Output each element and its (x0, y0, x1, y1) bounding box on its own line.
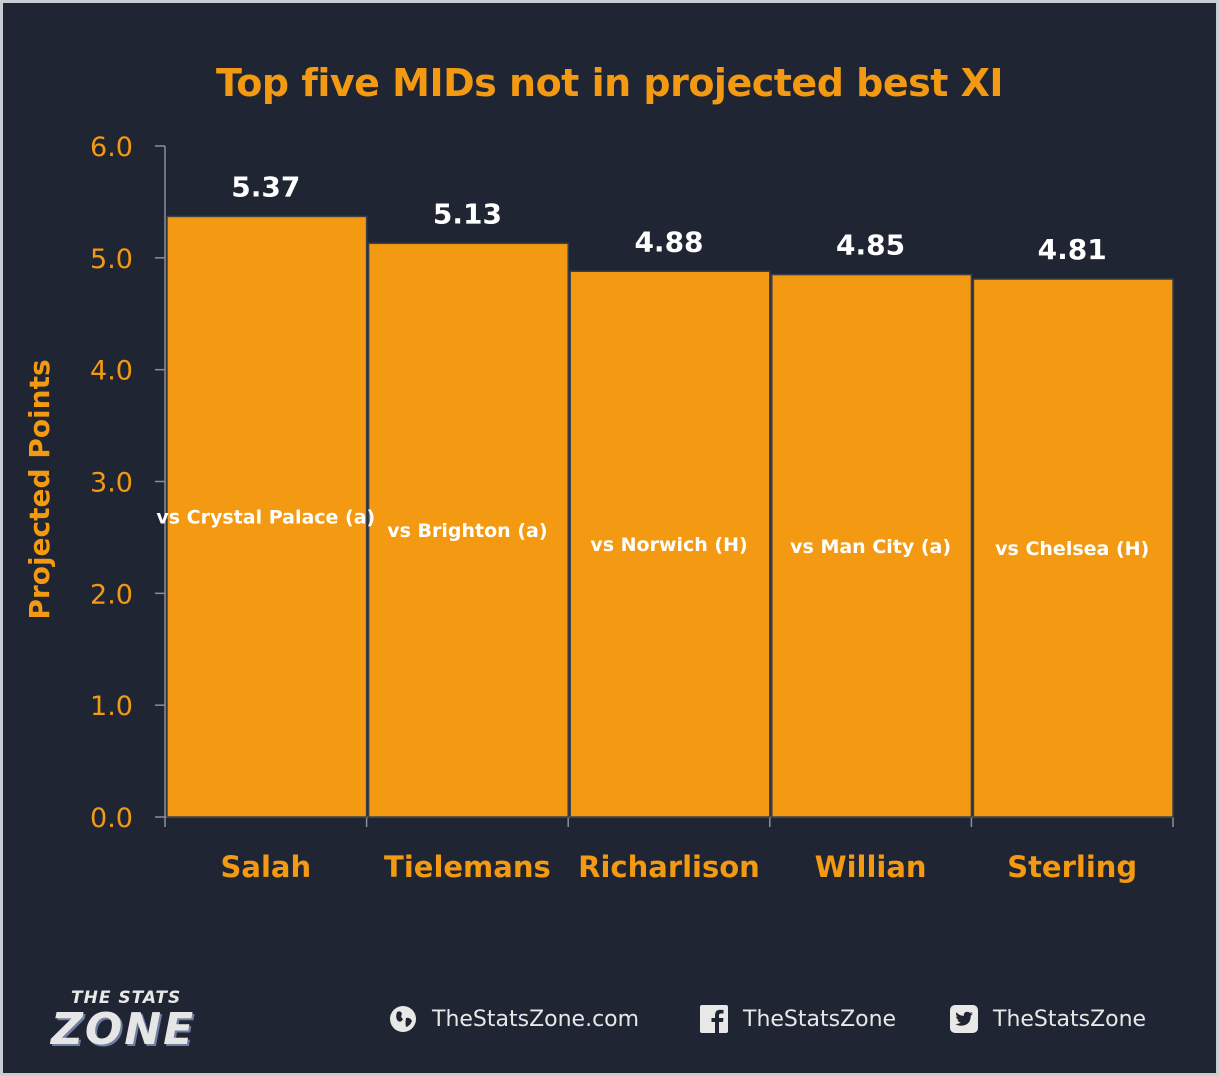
facebook-link[interactable]: TheStatsZone (699, 1002, 896, 1036)
y-tick-label: 5.0 (90, 244, 133, 275)
bar-willian (771, 273, 973, 818)
bar-salah (166, 215, 368, 818)
value-label: 4.85 (836, 229, 905, 262)
bar-note-label: vs Crystal Palace (a) (156, 507, 375, 529)
y-tick-label: 3.0 (90, 468, 133, 499)
category-label: Willian (815, 850, 927, 884)
twitter-link[interactable]: TheStatsZone (949, 1002, 1146, 1036)
bar-sterling (972, 278, 1174, 818)
bar-tielemans (367, 242, 569, 818)
category-label: Richarlison (578, 850, 760, 884)
logo-main-text: ZONE (51, 1004, 196, 1055)
stats-zone-logo: THE STATS ZONE (51, 986, 266, 1056)
footer: THE STATS ZONE TheStatsZone.com TheStats… (3, 978, 1216, 1058)
globe-icon (388, 1004, 418, 1034)
twitter-text: TheStatsZone (993, 1006, 1147, 1032)
y-axis-title: Projected Points (23, 359, 56, 619)
bar-note-label: vs Norwich (H) (590, 534, 747, 556)
category-label: Salah (220, 850, 311, 884)
website-text: TheStatsZone.com (432, 1006, 640, 1032)
twitter-icon (949, 1004, 979, 1034)
y-tick-label: 6.0 (90, 132, 133, 163)
y-tick-label: 1.0 (90, 691, 133, 722)
bar-note-label: vs Chelsea (H) (995, 538, 1149, 560)
bar-richarlison (569, 270, 771, 818)
bar-note-label: vs Man City (a) (790, 536, 951, 558)
y-tick-label: 4.0 (90, 356, 133, 387)
chart-bars (166, 215, 1174, 818)
y-tick-label: 0.0 (90, 803, 133, 834)
y-tick-label: 2.0 (90, 579, 133, 610)
value-label: 5.13 (433, 197, 502, 230)
website-link[interactable]: TheStatsZone.com (388, 1002, 639, 1036)
bar-note-label: vs Brighton (a) (387, 520, 547, 542)
category-label: Sterling (1007, 850, 1137, 884)
logo-top-text: THE STATS (71, 988, 182, 1008)
facebook-text: TheStatsZone (743, 1006, 897, 1032)
category-label: Tielemans (384, 850, 551, 884)
value-label: 5.37 (231, 170, 300, 203)
chart-title: Top five MIDs not in projected best XI (215, 61, 1004, 105)
value-label: 4.81 (1038, 233, 1107, 266)
facebook-icon (699, 1004, 729, 1034)
chart-labels: 5.37 vs Crystal Palace (a) Salah 5.13 vs Bri… (156, 170, 1149, 884)
bar-chart: 0.0 1.0 2.0 3.0 4.0 5.0 6.0 Projected Points 5.… (23, 132, 1174, 884)
value-label: 4.88 (634, 225, 703, 258)
